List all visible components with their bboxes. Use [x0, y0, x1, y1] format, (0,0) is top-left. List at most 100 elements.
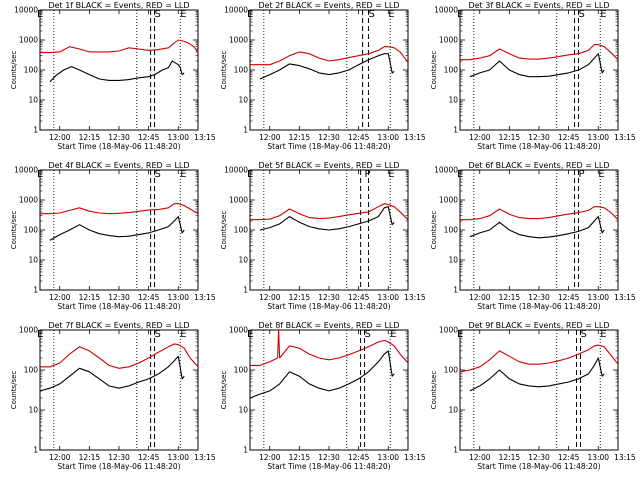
- chart-title: Det 1f BLACK = Events, RED = LLD: [48, 1, 189, 10]
- x-tick-label: 12:15: [499, 453, 521, 462]
- x-tick-label: 12:45: [558, 293, 580, 302]
- chart-title: Det 9f BLACK = Events, RED = LLD: [468, 321, 609, 330]
- lld-series-line: [460, 206, 619, 221]
- y-axis-label: Counts/sec: [220, 211, 228, 250]
- y-tick-label: 1: [453, 286, 458, 295]
- x-tick-label: 13:00: [167, 453, 189, 462]
- chart-panel-4: Det 4f BLACK = Events, RED = LLD 1 10 100 10…: [10, 161, 216, 311]
- chart-panel-2: Det 2f BLACK = Events, RED = LLD 1 10 100 10…: [220, 1, 426, 151]
- x-tick-label: 12:00: [49, 453, 71, 462]
- y-tick-label: 100: [234, 66, 249, 75]
- event-marker-label: S: [369, 9, 375, 20]
- y-tick-label: 10: [448, 406, 458, 415]
- x-tick-label: 12:30: [318, 453, 340, 462]
- event-marker-label: S: [579, 9, 585, 20]
- y-tick-label: 10000: [224, 6, 248, 15]
- chart-title: Det 2f BLACK = Events, RED = LLD: [258, 1, 399, 10]
- x-tick-label: 12:30: [318, 293, 340, 302]
- y-tick-label: 1000: [19, 36, 38, 45]
- x-axis-label: Start Time (18-May-06 11:48:20): [267, 302, 390, 311]
- x-tick-label: 12:45: [348, 453, 370, 462]
- y-tick-label: 1: [33, 286, 38, 295]
- x-tick-label: 12:45: [348, 293, 370, 302]
- x-tick-label: 13:00: [377, 293, 399, 302]
- events-series-line: [39, 355, 185, 392]
- y-tick-label: 1000: [19, 326, 38, 335]
- chart-title: Det 4f BLACK = Events, RED = LLD: [48, 161, 189, 170]
- events-series-line: [469, 216, 605, 239]
- x-tick-label: 13:15: [404, 453, 426, 462]
- chart-panel-6: Det 6f BLACK = Events, RED = LLD 1 10 100 10…: [430, 161, 636, 311]
- x-tick-label: 12:00: [259, 293, 281, 302]
- x-tick-label: 12:00: [259, 133, 281, 142]
- x-tick-label: 12:45: [558, 133, 580, 142]
- x-axis-label: Start Time (18-May-06 11:48:20): [57, 142, 180, 151]
- x-tick-label: 12:30: [108, 293, 130, 302]
- x-tick-label: 12:15: [79, 293, 101, 302]
- x-tick-label: 12:45: [348, 133, 370, 142]
- y-axis-label: Counts/sec: [430, 371, 438, 410]
- events-series-line: [249, 350, 395, 399]
- x-axis-label: Start Time (18-May-06 11:48:20): [267, 142, 390, 151]
- event-marker-label: E: [598, 169, 604, 180]
- x-tick-label: 12:00: [259, 453, 281, 462]
- lld-series-line: [40, 39, 199, 54]
- x-tick-label: 12:30: [108, 133, 130, 142]
- x-axis-label: Start Time (18-May-06 11:48:20): [477, 142, 600, 151]
- x-tick-label: 12:30: [528, 133, 550, 142]
- x-tick-label: 13:00: [167, 133, 189, 142]
- event-marker-label: E: [247, 329, 253, 340]
- y-tick-label: 10000: [224, 166, 248, 175]
- y-axis-label: Counts/sec: [220, 51, 228, 90]
- plot-frame: [39, 169, 199, 291]
- y-tick-label: 1000: [439, 36, 458, 45]
- events-series-line: [259, 53, 395, 80]
- y-tick-label: 100: [444, 226, 459, 235]
- lld-series-line: [250, 203, 409, 221]
- event-marker-label: S: [155, 329, 161, 340]
- x-tick-label: 13:00: [377, 453, 399, 462]
- y-axis-label: Counts/sec: [10, 211, 18, 250]
- event-marker-label: E: [37, 329, 43, 340]
- lld-series-line: [459, 344, 619, 373]
- y-tick-label: 1: [243, 286, 248, 295]
- chart-panel-8: Det 8f BLACK = Events, RED = LLD 1 10 100 10…: [220, 321, 426, 471]
- y-tick-label: 10: [28, 256, 38, 265]
- event-marker-label: E: [37, 9, 43, 20]
- x-axis-label: Start Time (18-May-06 11:48:20): [267, 462, 390, 471]
- x-axis-label: Start Time (18-May-06 11:48:20): [477, 302, 600, 311]
- chart-title: Det 8f BLACK = Events, RED = LLD: [258, 321, 399, 330]
- y-tick-label: 10: [448, 256, 458, 265]
- event-marker-label: E: [390, 329, 396, 340]
- x-tick-label: 13:00: [587, 293, 609, 302]
- lld-series-line: [250, 46, 409, 66]
- events-series-line: [469, 357, 605, 392]
- x-tick-label: 12:15: [499, 293, 521, 302]
- y-tick-label: 1: [243, 446, 248, 455]
- event-marker-label: E: [388, 9, 394, 20]
- y-tick-label: 10: [238, 256, 248, 265]
- y-tick-label: 10000: [434, 6, 458, 15]
- y-tick-label: 10: [238, 406, 248, 415]
- plot-frame: [459, 329, 619, 451]
- y-tick-label: 1: [33, 446, 38, 455]
- y-tick-label: 100: [234, 366, 249, 375]
- y-tick-label: 1000: [229, 326, 248, 335]
- event-marker-label: E: [247, 169, 253, 180]
- event-marker-label: E: [180, 329, 186, 340]
- plot-frame: [459, 169, 619, 291]
- x-tick-label: 13:15: [614, 453, 636, 462]
- x-tick-label: 12:15: [289, 453, 311, 462]
- event-marker-label: E: [180, 9, 186, 20]
- y-tick-label: 1: [243, 126, 248, 135]
- x-tick-label: 12:00: [469, 133, 491, 142]
- y-axis-label: Counts/sec: [10, 371, 18, 410]
- x-tick-label: 12:30: [318, 133, 340, 142]
- y-tick-label: 1000: [229, 36, 248, 45]
- x-tick-label: 13:15: [194, 293, 216, 302]
- plot-frame: [249, 9, 409, 131]
- x-tick-label: 13:00: [587, 133, 609, 142]
- x-tick-label: 13:15: [614, 133, 636, 142]
- x-tick-label: 12:45: [558, 453, 580, 462]
